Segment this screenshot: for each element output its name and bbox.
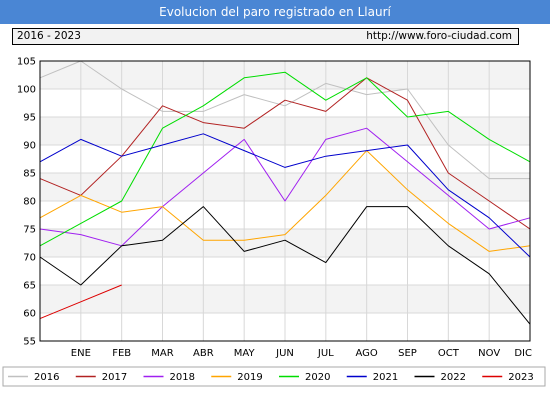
x-tick-label: MAY: [234, 348, 256, 359]
y-tick-label: 85: [23, 169, 36, 180]
x-tick-label: OCT: [438, 348, 460, 359]
series-line-2020: [39, 71, 531, 247]
series-line-2022: [39, 206, 531, 325]
y-tick-label: 60: [23, 309, 36, 320]
y-tick-label: 65: [23, 281, 36, 292]
x-tick-label: ABR: [193, 348, 214, 359]
y-tick-label: 75: [23, 225, 36, 236]
legend-label-2022: 2022: [441, 372, 466, 383]
y-axis-ticks: 55 60 65 70 75 80 85 90 95 100 105: [17, 57, 36, 348]
x-tick-label: JUL: [317, 348, 334, 359]
y-tick-label: 90: [23, 141, 36, 152]
info-bar: 2016 - 2023 http://www.foro-ciudad.com: [12, 28, 519, 45]
x-tick-label: FEB: [112, 348, 131, 359]
x-tick-label: JUN: [275, 348, 294, 359]
series-line-2021: [39, 133, 531, 258]
x-tick-label: ENE: [71, 348, 91, 359]
y-tick-label: 95: [23, 113, 36, 124]
legend: 2016 2017 2018 2019 2020 2021 2022 2023: [2, 366, 546, 387]
period-label: 2016 - 2023: [17, 30, 81, 42]
legend-label-2020: 2020: [305, 372, 330, 383]
legend-label-2023: 2023: [508, 372, 533, 383]
legend-label-2016: 2016: [34, 372, 59, 383]
source-url: http://www.foro-ciudad.com: [366, 30, 512, 42]
series-lines: [39, 60, 531, 325]
y-tick-label: 55: [23, 337, 36, 348]
x-tick-label: NOV: [478, 348, 500, 359]
series-line-2016: [39, 60, 530, 180]
legend-label-2018: 2018: [170, 372, 195, 383]
plot-frame: [39, 60, 531, 342]
legend-box: [2, 366, 546, 387]
y-tick-label: 80: [23, 197, 36, 208]
y-tick-label: 70: [23, 253, 36, 264]
x-tick-label: DIC: [514, 348, 532, 359]
x-tick-label: MAR: [151, 348, 173, 359]
chart-title: Evolucion del paro registrado en Llaurí: [0, 0, 550, 24]
y-tick-label: 105: [17, 57, 36, 68]
y-tick-label: 100: [17, 85, 36, 96]
x-axis-ticks: ENE FEB MAR ABR MAY JUN JUL AGO SEP OCT NOV DIC: [71, 348, 532, 359]
legend-label-2021: 2021: [373, 372, 398, 383]
legend-label-2017: 2017: [102, 372, 127, 383]
legend-label-2019: 2019: [237, 372, 262, 383]
series-line-2023: [39, 284, 122, 320]
x-tick-label: SEP: [398, 348, 417, 359]
series-line-2019: [39, 150, 531, 252]
x-tick-label: AGO: [356, 348, 378, 359]
